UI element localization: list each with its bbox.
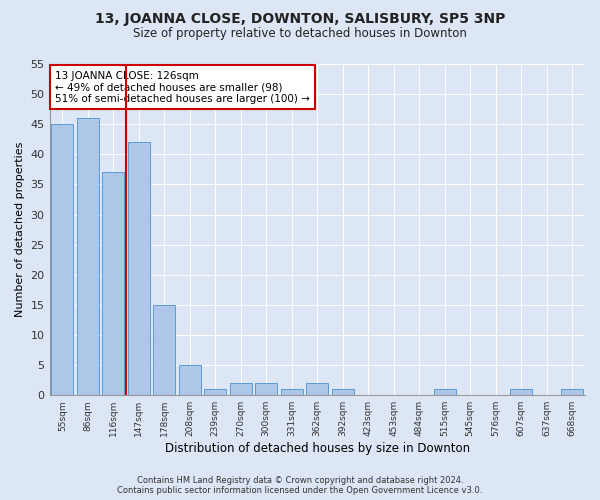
- Bar: [103, 172, 124, 395]
- Bar: [562, 389, 583, 395]
- Bar: [77, 118, 98, 395]
- Bar: [307, 383, 328, 395]
- Text: Size of property relative to detached houses in Downton: Size of property relative to detached ho…: [133, 28, 467, 40]
- Bar: [52, 124, 73, 395]
- Bar: [434, 389, 455, 395]
- Bar: [230, 383, 251, 395]
- Text: 13 JOANNA CLOSE: 126sqm
← 49% of detached houses are smaller (98)
51% of semi-de: 13 JOANNA CLOSE: 126sqm ← 49% of detache…: [55, 70, 310, 104]
- Bar: [332, 389, 353, 395]
- Y-axis label: Number of detached properties: Number of detached properties: [15, 142, 25, 318]
- Bar: [154, 305, 175, 395]
- Text: 13, JOANNA CLOSE, DOWNTON, SALISBURY, SP5 3NP: 13, JOANNA CLOSE, DOWNTON, SALISBURY, SP…: [95, 12, 505, 26]
- Bar: [281, 389, 302, 395]
- Text: Contains HM Land Registry data © Crown copyright and database right 2024.
Contai: Contains HM Land Registry data © Crown c…: [118, 476, 482, 495]
- Bar: [511, 389, 532, 395]
- Bar: [128, 142, 149, 395]
- X-axis label: Distribution of detached houses by size in Downton: Distribution of detached houses by size …: [165, 442, 470, 455]
- Bar: [205, 389, 226, 395]
- Bar: [179, 365, 200, 395]
- Bar: [256, 383, 277, 395]
